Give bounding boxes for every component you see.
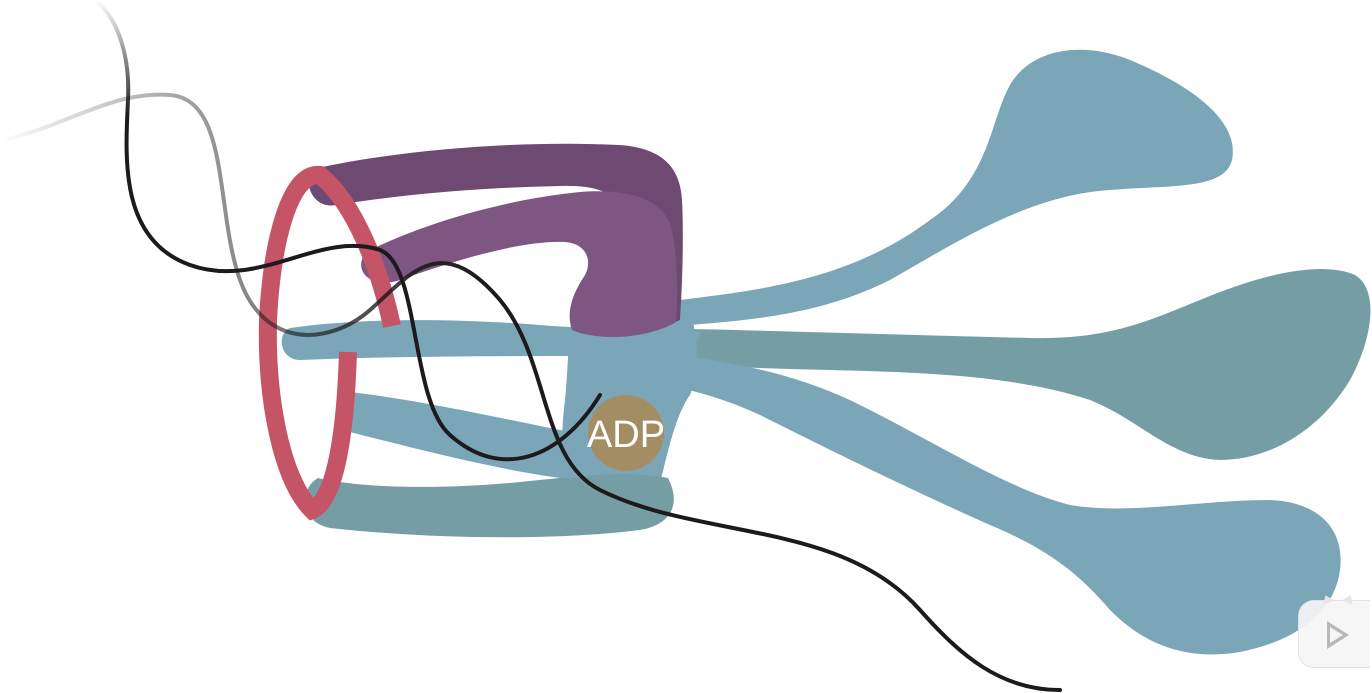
clamp-front xyxy=(361,191,678,337)
play-icon-inner xyxy=(1330,627,1343,643)
adp-label: ADP xyxy=(587,414,665,456)
dna-strand-1 xyxy=(0,92,1062,692)
domain-arm-lower xyxy=(335,392,620,479)
adp-circle xyxy=(588,395,664,471)
domain-lobe-middle xyxy=(640,269,1371,460)
domain-base-bottom xyxy=(304,474,674,538)
domain-lobe-upper xyxy=(680,49,1233,325)
dna-strand-2 xyxy=(93,0,602,462)
play-button[interactable] xyxy=(1298,592,1370,668)
domain-lobe-lower xyxy=(640,350,1341,655)
clamp-back xyxy=(308,143,683,330)
